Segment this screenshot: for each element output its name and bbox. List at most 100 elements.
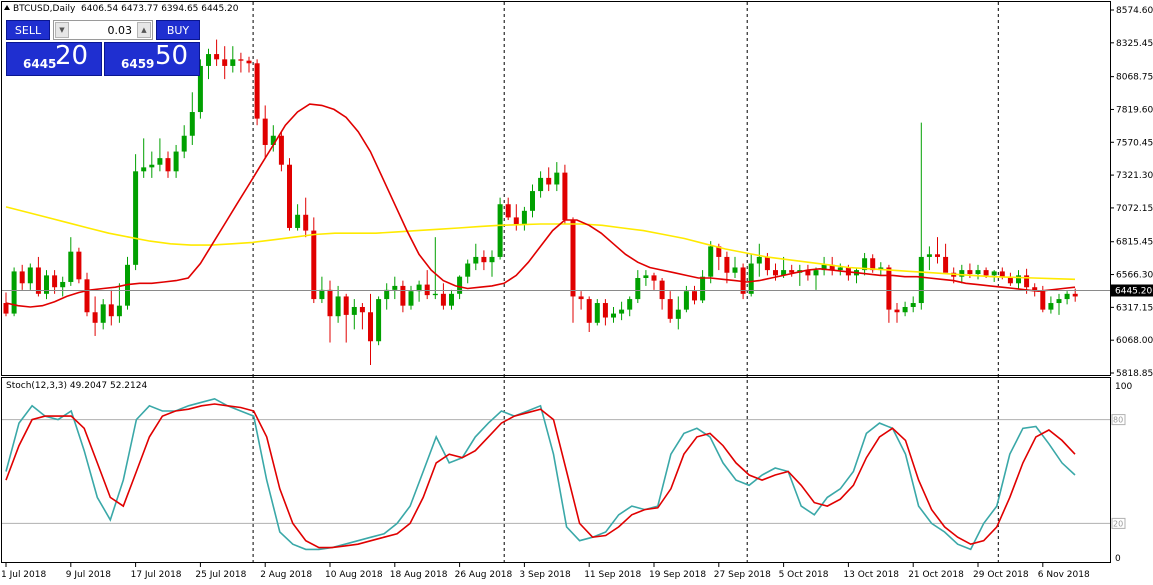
bull-candle — [100, 304, 106, 323]
bull-candle — [643, 275, 649, 279]
bear-candle — [3, 303, 9, 314]
price-tick-label: 5818.85 — [1116, 369, 1153, 379]
price-tick-label: 6815.45 — [1116, 238, 1153, 248]
time-tick-label: 27 Sep 2018 — [714, 570, 771, 580]
bull-candle — [270, 135, 276, 145]
bear-candle — [481, 256, 487, 263]
price-tick-label: 7072.15 — [1116, 204, 1153, 214]
sell-price-button[interactable]: 6445 20 — [6, 41, 102, 76]
moving-averages — [5, 103, 1076, 308]
bull-candle — [748, 263, 754, 294]
bull-candle — [416, 284, 422, 292]
bull-candle — [926, 254, 932, 257]
bull-candle — [149, 164, 155, 168]
price-tick-label: 6068.00 — [1116, 336, 1153, 346]
one-click-trading-panel: SELL ▼ ▲ BUY 6445 20 6459 50 — [6, 20, 200, 77]
bear-candle — [570, 220, 576, 297]
time-tick-label: 3 Sep 2018 — [519, 570, 571, 580]
bear-candle — [546, 177, 552, 185]
bear-candle — [667, 299, 673, 319]
time-tick-label: 10 Aug 2018 — [325, 570, 383, 580]
candlesticks — [3, 39, 1078, 365]
price-tick-label: 6317.15 — [1116, 303, 1153, 313]
bull-candle — [675, 309, 681, 319]
bear-candle — [602, 303, 608, 318]
buy-price-button[interactable]: 6459 50 — [104, 41, 200, 76]
bear-candle — [1024, 275, 1030, 288]
bear-candle — [238, 59, 244, 61]
bear-candle — [1072, 293, 1078, 297]
bear-candle — [562, 172, 568, 221]
bull-candle — [68, 251, 74, 282]
bear-candle — [76, 251, 82, 280]
bear-candle — [943, 256, 949, 273]
bear-candle — [935, 254, 940, 257]
stoch-level-lines — [2, 419, 1110, 524]
sell-button[interactable]: SELL — [6, 20, 50, 40]
bull-candle — [538, 177, 544, 192]
bull-candle — [918, 256, 924, 304]
collapse-triangle-icon[interactable] — [4, 5, 10, 10]
bull-candle — [157, 158, 163, 165]
bull-candle — [189, 112, 195, 136]
bull-candle — [683, 291, 689, 310]
bull-candle — [611, 313, 616, 318]
time-tick-label: 5 Oct 2018 — [779, 570, 829, 580]
bear-candle — [165, 158, 171, 172]
bear-candle — [870, 258, 876, 271]
time-tick-label: 11 Sep 2018 — [584, 570, 641, 580]
buy-button[interactable]: BUY — [156, 20, 200, 40]
bull-candle — [910, 303, 916, 307]
sell-price-pips: 20 — [55, 41, 89, 71]
indicator-max-label: 100 — [1115, 382, 1132, 392]
bear-candle — [789, 270, 795, 273]
bull-candle — [376, 299, 382, 342]
bull-candle — [27, 267, 33, 284]
bull-candle — [60, 281, 66, 288]
bull-candle — [635, 278, 641, 300]
bear-candle — [222, 59, 228, 66]
bull-candle — [44, 275, 49, 294]
bear-candle — [999, 271, 1005, 277]
bear-candle — [505, 204, 511, 218]
price-tick-label: 8325.45 — [1116, 39, 1153, 49]
bear-candle — [578, 296, 584, 300]
bear-candle — [287, 164, 292, 228]
bull-candle — [1056, 299, 1062, 304]
bear-candle — [440, 293, 446, 306]
bear-candle — [92, 312, 98, 323]
ohlc-values: 6406.54 6473.77 6394.65 6445.20 — [81, 4, 239, 14]
indicator-axis: 80 20 100 0 — [1111, 382, 1132, 564]
bull-candle — [627, 299, 633, 310]
bear-candle — [52, 275, 58, 288]
sell-price-prefix: 6445 — [23, 57, 57, 71]
lot-decrease-icon[interactable]: ▼ — [55, 22, 69, 38]
bear-candle — [1032, 287, 1038, 292]
bull-candle — [619, 309, 625, 314]
lot-size-input[interactable] — [72, 22, 132, 38]
bull-candle — [408, 291, 414, 306]
bull-candle — [554, 172, 560, 185]
main-chart-frame — [1, 1, 1111, 376]
bear-candle — [84, 279, 90, 313]
bull-candle — [197, 65, 203, 113]
level-badge-label: 20 — [1113, 519, 1123, 528]
bull-candle — [335, 296, 341, 317]
lot-increase-icon[interactable]: ▲ — [137, 22, 151, 38]
bull-candle — [141, 167, 147, 172]
buy-price-prefix: 6459 — [121, 57, 155, 71]
time-tick-label: 19 Sep 2018 — [649, 570, 706, 580]
bull-candle — [1016, 275, 1021, 284]
bear-candle — [246, 60, 252, 64]
bull-candle — [181, 135, 187, 152]
price-tick-label: 8068.75 — [1116, 73, 1153, 83]
bull-candle — [781, 270, 787, 276]
bull-candle — [700, 276, 706, 301]
bull-candle — [756, 256, 762, 264]
bull-candle — [465, 263, 471, 277]
bull-candle — [173, 151, 179, 172]
bear-candle — [343, 296, 349, 315]
bear-candle — [829, 264, 835, 271]
